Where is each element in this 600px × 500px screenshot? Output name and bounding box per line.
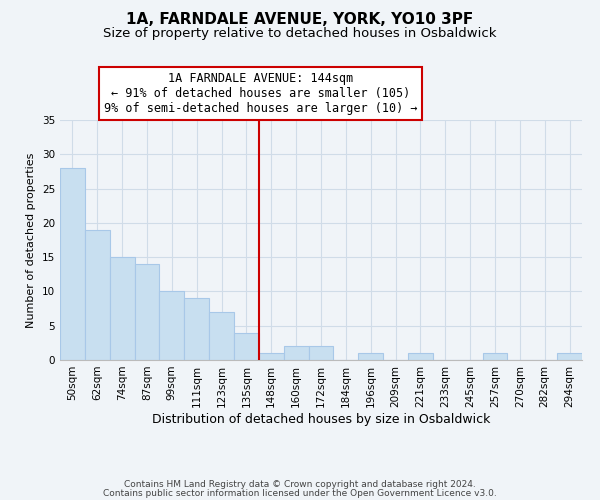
X-axis label: Distribution of detached houses by size in Osbaldwick: Distribution of detached houses by size …: [152, 412, 490, 426]
Y-axis label: Number of detached properties: Number of detached properties: [26, 152, 37, 328]
Bar: [85, 230, 110, 360]
Bar: [209, 312, 234, 360]
Bar: [408, 353, 433, 360]
Bar: [234, 332, 259, 360]
Text: 1A, FARNDALE AVENUE, YORK, YO10 3PF: 1A, FARNDALE AVENUE, YORK, YO10 3PF: [127, 12, 473, 28]
Bar: [110, 257, 134, 360]
Text: Size of property relative to detached houses in Osbaldwick: Size of property relative to detached ho…: [103, 28, 497, 40]
Bar: [184, 298, 209, 360]
Bar: [60, 168, 85, 360]
Bar: [160, 292, 184, 360]
Bar: [358, 353, 383, 360]
Text: Contains public sector information licensed under the Open Government Licence v3: Contains public sector information licen…: [103, 490, 497, 498]
Bar: [308, 346, 334, 360]
Text: Contains HM Land Registry data © Crown copyright and database right 2024.: Contains HM Land Registry data © Crown c…: [124, 480, 476, 489]
Bar: [284, 346, 308, 360]
Text: 1A FARNDALE AVENUE: 144sqm
← 91% of detached houses are smaller (105)
9% of semi: 1A FARNDALE AVENUE: 144sqm ← 91% of deta…: [104, 72, 418, 115]
Bar: [482, 353, 508, 360]
Bar: [259, 353, 284, 360]
Bar: [134, 264, 160, 360]
Bar: [557, 353, 582, 360]
